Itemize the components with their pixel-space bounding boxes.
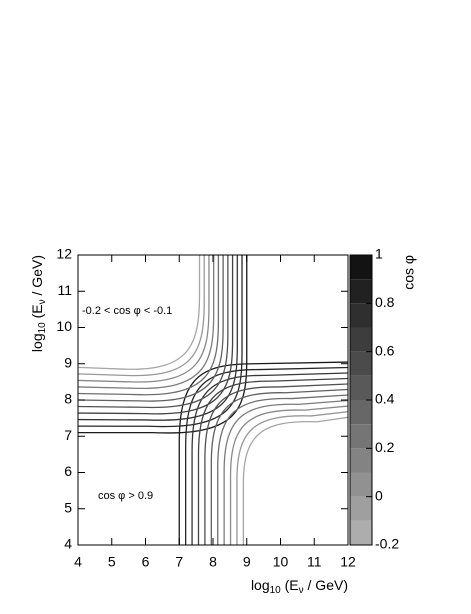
x-tick-label: 8 [209,554,217,570]
y-tick-label: 4 [64,536,72,552]
colorbar-tick-label: 0.4 [375,391,395,407]
colorbar-label: cos φ [401,255,417,290]
annotation: -0.2 < cos φ < -0.1 [82,305,172,317]
colorbar-tick-label: 1 [375,246,383,262]
y-tick-label: 11 [57,282,72,298]
label-part: (E [29,304,45,322]
x-axis-label: log10 (Eν / GeV) [251,577,348,596]
label-part: 10 [270,585,282,596]
x-tick-label: 4 [74,554,82,570]
colorbar-band [350,279,372,304]
y-tick-label: 7 [64,427,72,443]
y-tick-label: 6 [64,463,72,479]
x-tick-label: 11 [307,554,322,570]
colorbar-band [350,496,372,521]
y-axis-label: log10 (Eν / GeV) [29,255,48,352]
contour-line [78,255,234,415]
colorbar-band [350,520,372,545]
y-tick-label: 9 [64,354,72,370]
x-tick-label: 7 [175,554,183,570]
y-tick-label: 8 [64,391,72,407]
label-part: (E [281,577,299,593]
colorbar-band [350,424,372,449]
contour-line [204,383,348,545]
contour-line [185,366,348,545]
y-tick-label: 10 [56,318,72,334]
x-tick-label: 9 [243,554,251,570]
label-part: / GeV) [29,255,45,299]
colorbar-band [350,303,372,328]
contour-line [210,388,348,545]
contour-line [78,255,238,421]
contour-line [229,405,348,545]
colorbar-tick-label: 0.8 [375,294,395,310]
colorbar-band [350,351,372,376]
colorbar-band [350,448,372,473]
contour-line [178,361,348,545]
label-part: ν [299,585,304,596]
x-tick-label: 5 [108,554,116,570]
label-part: ν [37,299,48,304]
contour-lines [78,255,348,545]
contour-line [78,255,224,402]
x-tick-label: 12 [340,554,356,570]
colorbar-band [350,400,372,425]
label-part: / GeV) [304,577,348,593]
colorbar-band [350,327,372,352]
contour-line [217,394,348,545]
contour-line [78,255,215,389]
colorbar-tick-label: -0.2 [375,536,399,552]
contour-line [197,377,348,545]
x-tick-label: 10 [273,554,289,570]
contour-line [78,255,243,428]
contour-line [236,411,348,545]
contour-line [78,255,201,370]
y-tick-label: 5 [64,499,72,515]
colorbar-tick-label: 0 [375,487,383,503]
contour-line [223,399,348,545]
contour-line [242,416,348,545]
label-part: 10 [37,322,48,334]
contour-line [78,255,210,383]
colorbar-tick-label: 0.2 [375,439,395,455]
contour-line [78,255,229,409]
label-part: log [251,577,270,593]
y-tick-label: 12 [56,246,72,262]
annotation: cos φ > 0.9 [98,490,153,502]
colorbar-band [350,375,372,400]
colorbar-band [350,472,372,497]
contour-line [78,255,220,396]
label-part: log [29,333,45,352]
contour-line [78,255,205,377]
colorbar-band [350,255,372,280]
colorbar-tick-label: 0.6 [375,342,395,358]
contour-line [191,372,348,545]
x-tick-label: 6 [142,554,150,570]
